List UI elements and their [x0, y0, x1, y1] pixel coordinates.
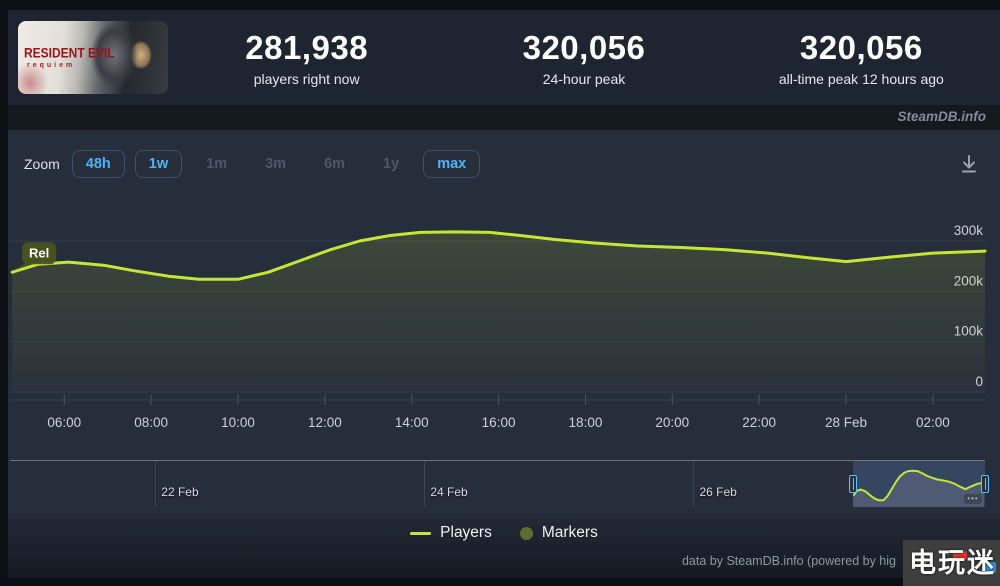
legend-markers-label: Markers [541, 524, 598, 541]
chart-legend: Players Markers [8, 524, 1000, 542]
x-axis-label: 08:00 [134, 415, 168, 430]
navigator-date-label: 22 Feb [161, 485, 199, 499]
x-axis-label: 22:00 [742, 415, 776, 430]
x-axis-label: 14:00 [395, 415, 429, 430]
navigator-date-label: 26 Feb [699, 485, 737, 499]
zoom-button-1m: 1m [206, 156, 228, 172]
zoom-button-1y: 1y [383, 156, 400, 172]
stat-players-now: 281,938 players right now [168, 29, 445, 87]
brand-bar: SteamDB.info [8, 105, 1000, 130]
y-axis-label: 300k [954, 223, 984, 238]
peak-alltime-value: 320,056 [799, 28, 923, 66]
players-line-swatch [410, 531, 432, 535]
stat-alltime-peak: 320,056 all-time peak 12 hours ago [723, 29, 1000, 87]
ellipsis-icon[interactable]: ••• [964, 494, 982, 504]
release-marker[interactable]: Rel [14, 242, 57, 271]
players-line [10, 230, 987, 281]
x-axis-label: 16:00 [482, 415, 516, 430]
game-capsule-image: RESIDENT EVIL requiem [18, 21, 168, 94]
players-now-label: players right now [253, 70, 360, 87]
legend-item-markers[interactable]: Markers [519, 524, 598, 542]
player-count-chart[interactable]: 0100k200k300k06:0008:0010:0012:0014:0016… [8, 190, 1000, 440]
blue-accent [985, 561, 996, 573]
stat-24h-peak: 320,056 24-hour peak [445, 29, 722, 87]
zoom-button-3m: 3m [265, 156, 287, 172]
legend-item-players[interactable]: Players [410, 524, 492, 542]
navigator-date-tick [155, 461, 157, 507]
x-axis-label: 18:00 [569, 415, 603, 430]
download-chart-button[interactable] [956, 151, 982, 177]
x-axis-label: 12:00 [308, 415, 342, 430]
navigator-date-tick [693, 461, 695, 507]
peak-24h-value: 320,056 [522, 28, 646, 66]
x-axis-label: 06:00 [47, 415, 81, 430]
x-axis-label: 28 Feb [825, 415, 867, 430]
peak-24h-label: 24-hour peak [542, 70, 626, 87]
players-now-value: 281,938 [245, 28, 369, 66]
game-subtitle: requiem [27, 62, 76, 69]
red-accent [953, 550, 967, 560]
x-axis-label: 20:00 [655, 415, 689, 430]
svg-text:Rel: Rel [29, 246, 49, 261]
data-credit: data by SteamDB.info (powered by hig [681, 554, 896, 568]
game-title: RESIDENT EVIL [24, 44, 115, 62]
watermark-char: 迷 [967, 547, 994, 578]
lightning-accent [919, 556, 927, 572]
steamdb-link[interactable]: SteamDB.info [897, 109, 986, 124]
navigator-right-handle[interactable] [981, 475, 989, 493]
stats-header: RESIDENT EVIL requiem 281,938 players ri… [8, 10, 1000, 105]
navigator-date-tick [424, 461, 426, 507]
watermark-char: 电 [909, 547, 936, 578]
x-axis-label: 02:00 [916, 415, 950, 430]
bottom-edge [0, 578, 1000, 586]
x-axis-label: 10:00 [221, 415, 255, 430]
watermark-char: 玩 [938, 547, 965, 578]
players-area-fill [12, 231, 985, 392]
chart-navigator[interactable]: ••• 22 Feb 24 Feb 26 Feb [10, 460, 989, 507]
navigator-date-label: 24 Feb [430, 485, 468, 499]
legend-players-label: Players [440, 524, 492, 541]
zoom-button-max[interactable]: max [423, 150, 481, 178]
peak-alltime-label: all-time peak 12 hours ago [778, 70, 944, 87]
watermark-dianwanmi: 电 玩 迷 [903, 540, 1000, 586]
markers-circle-swatch [519, 526, 533, 540]
zoom-button-1w[interactable]: 1w [134, 150, 183, 178]
zoom-button-48h[interactable]: 48h [71, 150, 125, 178]
navigator-selection[interactable]: ••• [849, 461, 989, 507]
zoom-button-group: 48h 1w 1m 3m 6m 1y max [71, 150, 481, 178]
navigator-left-handle[interactable] [849, 475, 858, 493]
zoom-button-6m: 6m [324, 156, 346, 172]
zoom-label: Zoom [24, 156, 60, 172]
chart-toolbar: Zoom 48h 1w 1m 3m 6m 1y max [24, 147, 982, 181]
chart-footer: Players Markers data by SteamDB.info (po… [8, 513, 1000, 578]
navigator-mini-chart [853, 469, 985, 507]
download-icon [962, 155, 976, 173]
